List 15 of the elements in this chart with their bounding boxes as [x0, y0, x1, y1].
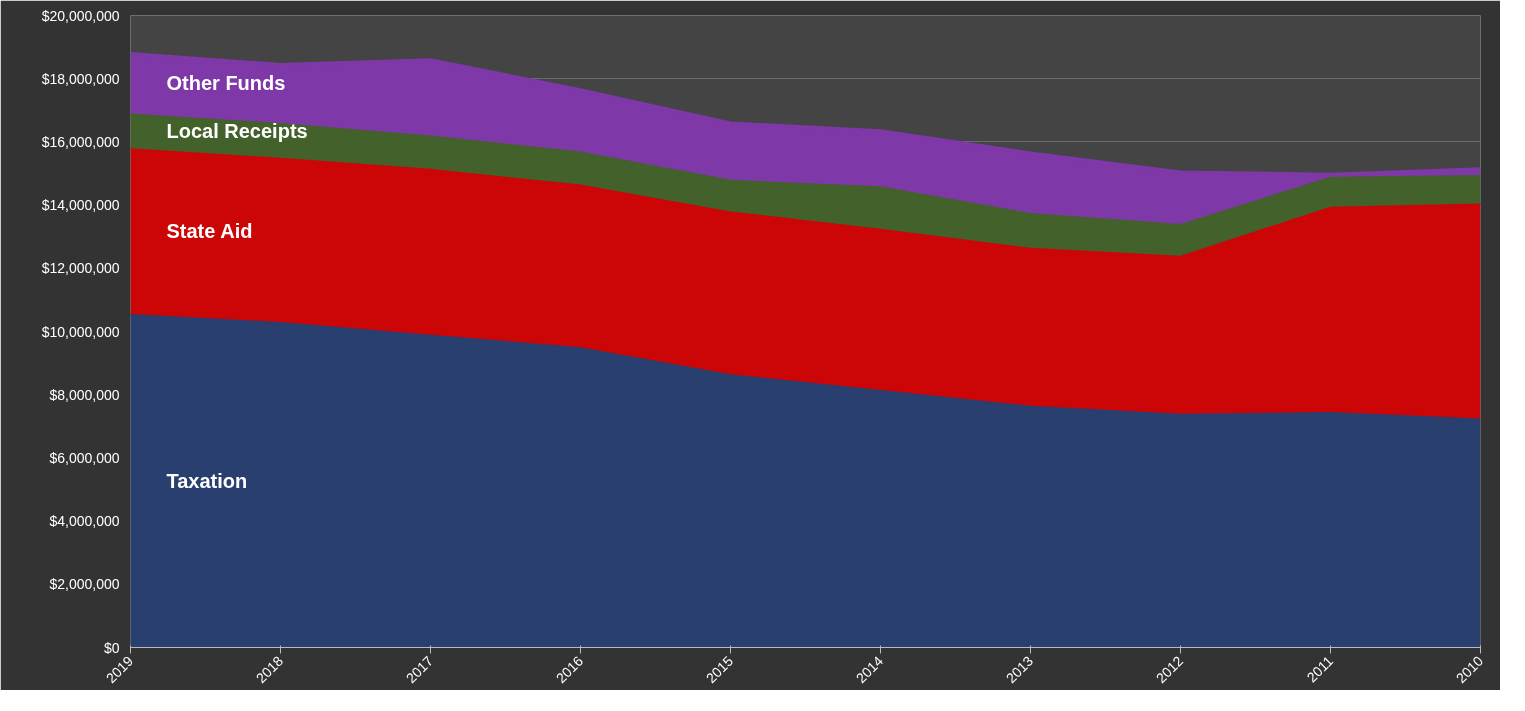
y-tick-label: $10,000,000 [41, 323, 120, 340]
y-tick-label: $16,000,000 [41, 133, 120, 150]
y-tick-label: $0 [103, 639, 120, 656]
series-label: Local Receipts [166, 119, 308, 142]
y-tick-label: $20,000,000 [41, 7, 120, 24]
y-tick-label: $12,000,000 [41, 260, 120, 277]
series-label: State Aid [166, 220, 253, 243]
y-tick-label: $8,000,000 [49, 386, 120, 403]
y-tick-label: $14,000,000 [41, 197, 120, 214]
series-label: Taxation [166, 469, 248, 492]
series-label: Other Funds [166, 72, 286, 95]
y-tick-label: $18,000,000 [41, 70, 120, 87]
y-tick-label: $6,000,000 [49, 449, 120, 466]
y-tick-label: $4,000,000 [49, 513, 120, 530]
y-tick-label: $2,000,000 [49, 576, 120, 593]
